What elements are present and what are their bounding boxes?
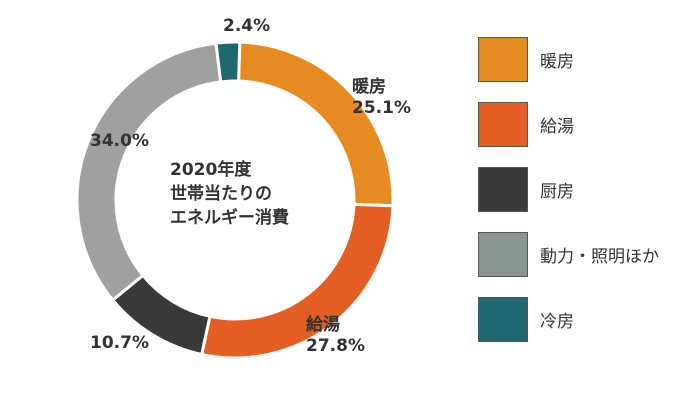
legend-label: 厨房 bbox=[540, 182, 574, 202]
legend-item-kitchen: 厨房 bbox=[478, 166, 659, 213]
legend-swatch bbox=[478, 102, 528, 147]
legend: 暖房 給湯 厨房 動力・照明ほか 冷房 bbox=[478, 36, 659, 361]
legend-label: 冷房 bbox=[540, 312, 574, 332]
slice-value-label: 34.0% bbox=[90, 131, 149, 151]
slice-暖房 bbox=[237, 40, 395, 208]
legend-label: 動力・照明ほか bbox=[540, 247, 659, 267]
slice-動力・照明ほか bbox=[75, 41, 223, 303]
legend-item-cooling: 冷房 bbox=[478, 296, 659, 343]
legend-item-hot-water: 給湯 bbox=[478, 101, 659, 148]
center-title-line: エネルギー消費 bbox=[170, 207, 289, 228]
slice-value-label: 25.1% bbox=[352, 98, 411, 118]
center-title-line: 世帯当たりの bbox=[170, 183, 272, 204]
legend-swatch bbox=[478, 167, 528, 212]
donut-slices bbox=[75, 40, 395, 360]
legend-item-power-lighting: 動力・照明ほか bbox=[478, 231, 659, 278]
legend-swatch bbox=[478, 37, 528, 82]
legend-label: 暖房 bbox=[540, 52, 574, 72]
slice-name-label: 暖房 bbox=[352, 76, 386, 97]
slice-value-label: 2.4% bbox=[223, 16, 270, 36]
legend-item-heating: 暖房 bbox=[478, 36, 659, 83]
slice-value-label: 27.8% bbox=[306, 336, 365, 356]
slice-name-label: 給湯 bbox=[306, 314, 340, 335]
legend-swatch bbox=[478, 232, 528, 277]
legend-swatch bbox=[478, 297, 528, 342]
center-title-line: 2020年度 bbox=[170, 159, 252, 180]
legend-label: 給湯 bbox=[540, 117, 574, 137]
slice-value-label: 10.7% bbox=[90, 333, 149, 353]
slice-冷房 bbox=[214, 40, 242, 84]
